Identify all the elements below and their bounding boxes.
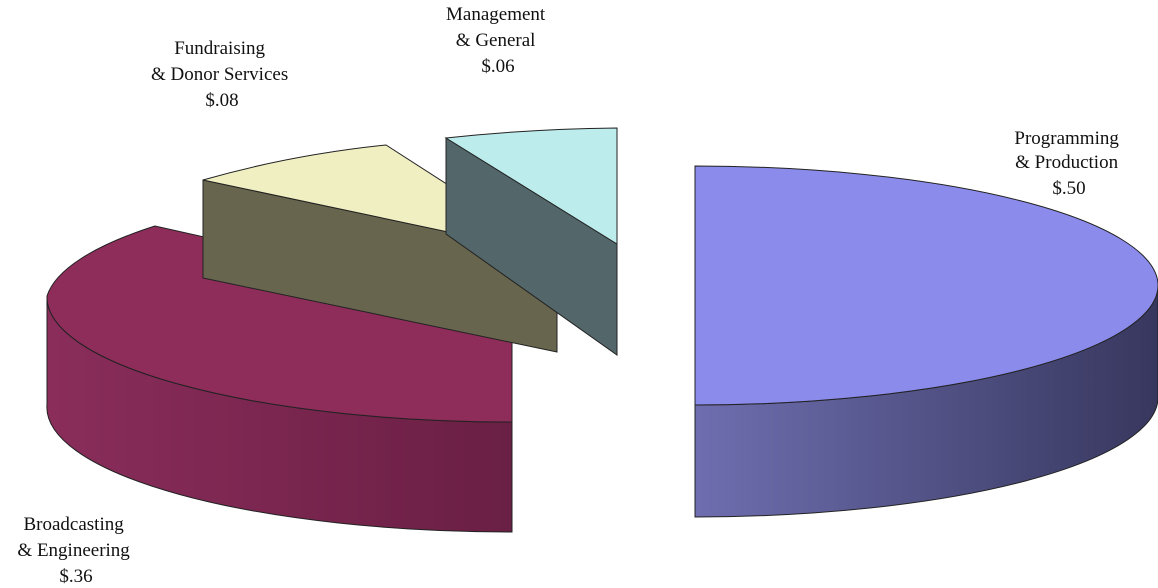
pie-slice-programming-production-top xyxy=(694,165,1158,406)
pie-slice-broadcasting-engineering xyxy=(46,225,513,533)
slice-value-label: $.06 xyxy=(481,56,514,77)
slice-label-line: Programming xyxy=(1014,128,1119,149)
pie-slice-broadcasting-engineering-top xyxy=(46,225,513,423)
slice-label-fundraising-donor-services: Fundraising & Donor Services $.08 xyxy=(151,38,293,111)
slice-label-line: & Donor Services xyxy=(151,64,288,85)
slice-value-label: $.36 xyxy=(59,566,92,587)
slice-label-line: Management xyxy=(446,4,546,25)
slice-label-line: Broadcasting xyxy=(23,514,124,535)
pie-slice-programming-production xyxy=(694,165,1158,518)
slice-value-label: $.50 xyxy=(1052,178,1085,199)
slice-label-line: Fundraising xyxy=(174,38,265,59)
pie-slice-management-general xyxy=(444,127,618,356)
slice-label-line: & Production xyxy=(1015,152,1118,173)
slice-label-line: & Engineering xyxy=(17,540,130,561)
pie-slice-management-general-top xyxy=(444,127,618,245)
slice-label-management-general: Management & General $.06 xyxy=(446,4,550,77)
slice-label-programming-production: Programming & Production $.50 xyxy=(1014,128,1123,199)
slice-value-label: $.08 xyxy=(205,90,238,111)
slice-label-line: & General xyxy=(456,30,536,51)
slice-label-broadcasting-engineering: Broadcasting & Engineering $.36 xyxy=(17,514,134,587)
